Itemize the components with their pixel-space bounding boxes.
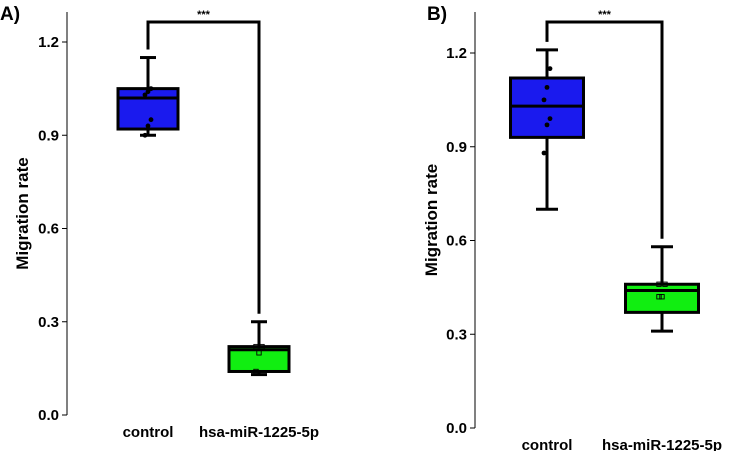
box-group-control bbox=[116, 56, 180, 138]
significance-label: *** bbox=[598, 9, 612, 21]
y-axis-title: Migration rate bbox=[422, 164, 441, 276]
box bbox=[116, 87, 180, 131]
data-point bbox=[656, 294, 662, 300]
y-tick-label: 0.0 bbox=[446, 420, 467, 437]
box-group-treatment bbox=[624, 245, 700, 333]
y-tick-label: 0.9 bbox=[446, 139, 467, 156]
data-point bbox=[253, 343, 259, 350]
panel-b: B) 0.0 0.3 0.6 0.9 1.2 Migration rate control hs… bbox=[422, 4, 722, 451]
data-point bbox=[541, 97, 547, 103]
data-point bbox=[544, 122, 550, 128]
box bbox=[624, 282, 700, 314]
y-tick-label: 0.0 bbox=[38, 407, 59, 424]
data-point bbox=[547, 66, 553, 72]
x-category-label: control bbox=[522, 437, 573, 451]
data-point bbox=[259, 343, 265, 350]
y-tick-label: 1.2 bbox=[446, 45, 467, 62]
data-point bbox=[145, 89, 151, 95]
data-point bbox=[142, 92, 148, 98]
y-tick-label: 1.2 bbox=[38, 34, 59, 51]
data-point bbox=[662, 281, 668, 287]
box-group-treatment bbox=[227, 320, 291, 377]
data-point bbox=[656, 281, 662, 287]
y-tick-label: 0.6 bbox=[38, 221, 59, 238]
y-tick-label: 0.6 bbox=[446, 233, 467, 250]
box-group-control bbox=[509, 48, 585, 211]
data-point bbox=[659, 294, 665, 300]
significance-bracket bbox=[545, 20, 664, 239]
data-point bbox=[142, 132, 148, 138]
significance-label: *** bbox=[197, 9, 211, 21]
y-tick-label: 0.3 bbox=[446, 326, 467, 343]
x-category-label: control bbox=[123, 424, 174, 441]
y-tick-label: 0.3 bbox=[38, 314, 59, 331]
data-point bbox=[148, 117, 154, 123]
y-axis-title: Migration rate bbox=[13, 157, 32, 269]
significance-bracket bbox=[146, 20, 261, 314]
data-point bbox=[145, 123, 151, 129]
data-point bbox=[256, 350, 262, 356]
data-point bbox=[253, 368, 259, 375]
x-category-label: hsa-miR-1225-5p bbox=[199, 424, 319, 441]
data-point bbox=[544, 84, 550, 90]
panel-label: A) bbox=[0, 4, 20, 25]
panel-a: A) 0.0 0.3 0.6 0.9 1.2 Migration rate control hs… bbox=[0, 4, 319, 441]
data-point bbox=[547, 116, 553, 122]
panel-label: B) bbox=[427, 4, 447, 25]
data-point bbox=[148, 86, 154, 92]
data-point bbox=[541, 150, 547, 156]
y-tick-label: 0.9 bbox=[38, 127, 59, 144]
x-category-label: hsa-miR-1225-5p bbox=[602, 437, 722, 451]
